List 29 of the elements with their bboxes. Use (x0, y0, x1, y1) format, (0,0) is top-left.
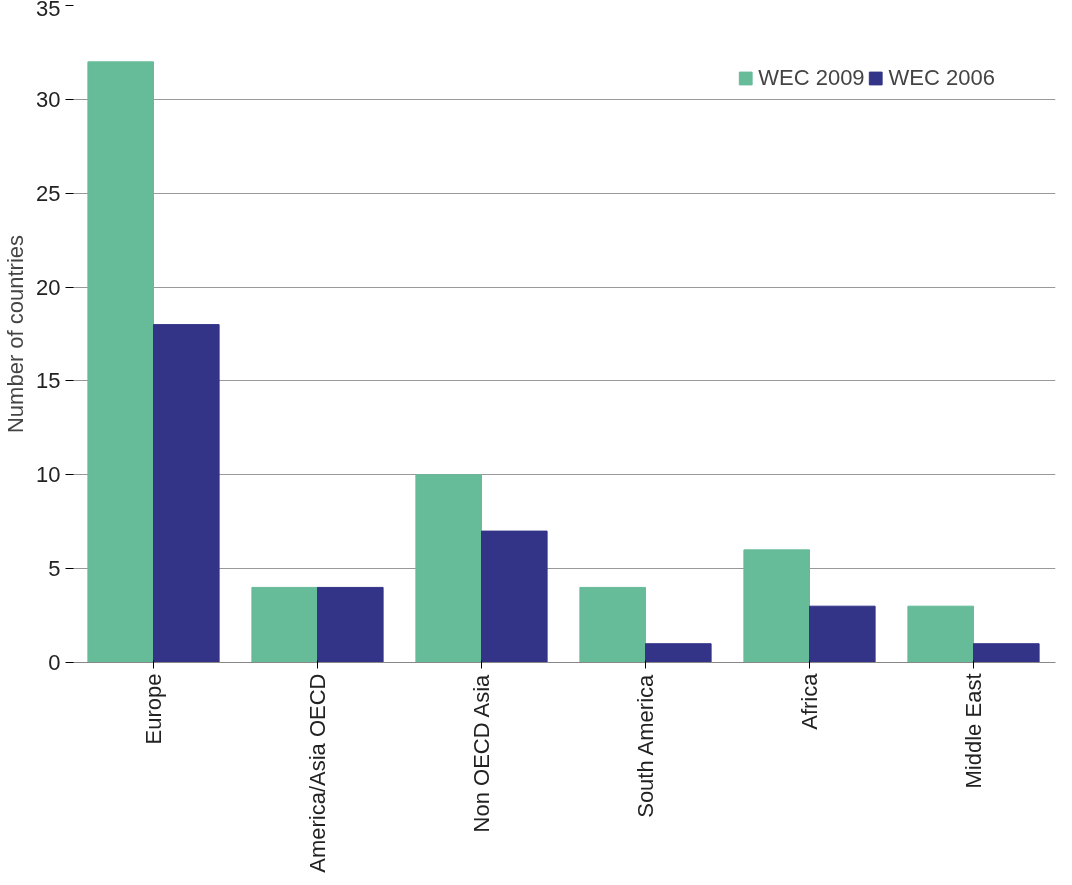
bar (809, 605, 876, 663)
x-tick-label: Africa (797, 672, 822, 730)
y-tick-label: 25 (36, 180, 61, 206)
bar (973, 643, 1040, 663)
x-tick-label: Europe (141, 673, 166, 745)
x-tick-label: South America (633, 673, 658, 818)
bar (415, 474, 482, 663)
bar (579, 586, 646, 663)
y-tick-label: 30 (36, 86, 61, 112)
bar (87, 61, 154, 663)
bar (481, 530, 548, 663)
bar (251, 586, 318, 663)
bar (743, 549, 810, 663)
x-tick-label: Middle East (961, 673, 986, 789)
legend-label: WEC 2009 (758, 65, 865, 91)
y-tick-label: 35 (36, 0, 61, 21)
legend-label: WEC 2006 (888, 65, 995, 91)
y-tick-label: 10 (36, 462, 61, 488)
y-tick-label: 0 (48, 650, 61, 675)
y-tick-label: 20 (36, 274, 61, 300)
bar (153, 324, 220, 663)
x-tick-label: America/Asia OECD (305, 673, 330, 873)
y-tick-label: 5 (48, 556, 61, 582)
bar (645, 643, 712, 663)
y-tick-label: 15 (36, 368, 61, 394)
y-axis-title: Number of countries (3, 234, 29, 434)
bar (317, 586, 384, 663)
bar (907, 605, 974, 663)
x-tick-label: Non OECD Asia (469, 673, 494, 833)
